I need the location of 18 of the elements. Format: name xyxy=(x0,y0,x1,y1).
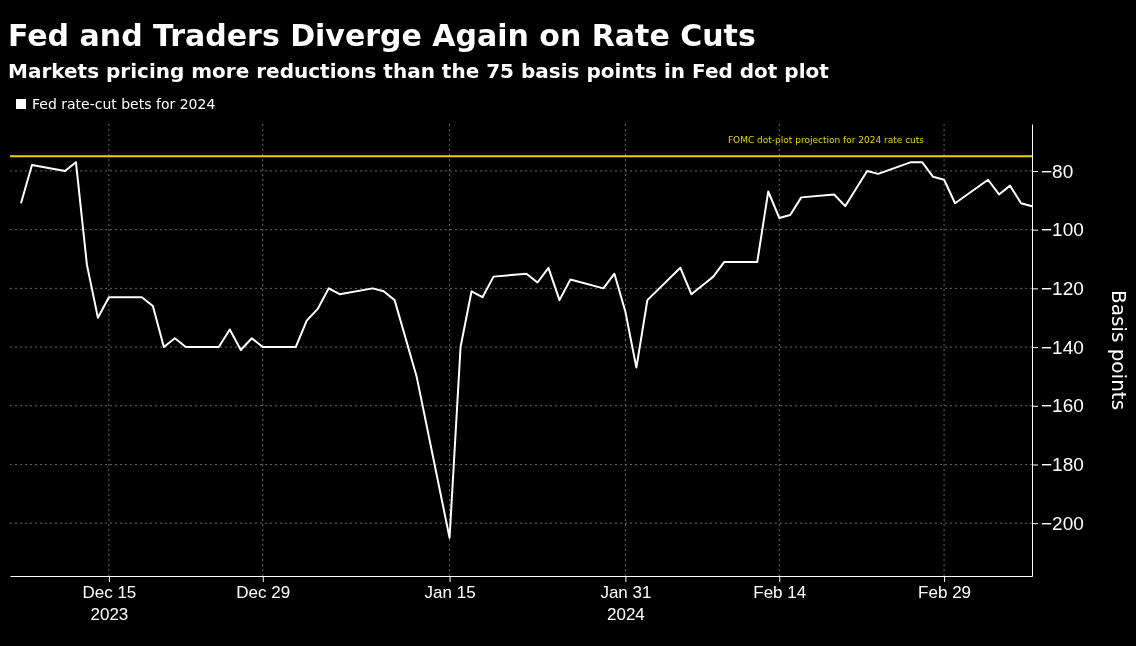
x-tick-label: Jan 31 2024 xyxy=(600,583,652,624)
y-tick-label: −80 xyxy=(1041,160,1074,182)
x-tick-label: Jan 15 xyxy=(424,583,476,602)
y-tick-label: −200 xyxy=(1041,512,1084,534)
x-tick-label: Feb 14 xyxy=(753,583,807,602)
y-tick-label: −180 xyxy=(1041,454,1084,476)
x-tick-label: Dec 15 2023 xyxy=(82,583,137,624)
x-tick-label: Dec 29 xyxy=(236,583,291,602)
chart-title: Fed and Traders Diverge Again on Rate Cuts xyxy=(8,18,756,53)
legend-label: Fed rate-cut bets for 2024 xyxy=(32,96,216,112)
chart-subtitle: Markets pricing more reductions than the 75 basis points in Fed dot plot xyxy=(8,59,830,83)
x-tick-label: Feb 29 xyxy=(918,583,972,602)
y-tick-label: −120 xyxy=(1041,277,1084,299)
y-tick-label: −160 xyxy=(1041,395,1084,417)
y-tick-label: −140 xyxy=(1041,336,1084,358)
y-tick-label: −100 xyxy=(1041,219,1084,241)
ref-line-label: FOMC dot-plot projection for 2024 rate cuts xyxy=(727,135,925,146)
y-axis-title: Basis points xyxy=(1107,289,1131,411)
